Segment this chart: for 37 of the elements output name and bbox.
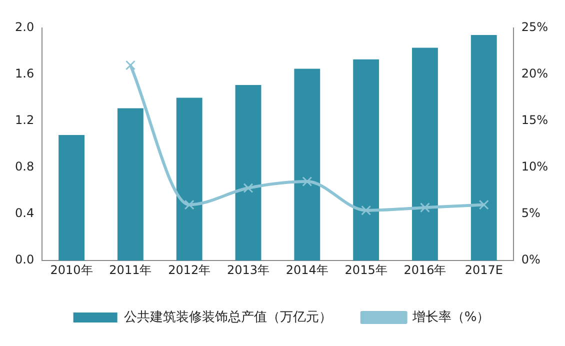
x-tick-label: 2017E: [464, 262, 503, 277]
y2-tick-label: 5%: [521, 206, 540, 220]
y-tick-label: 0.4: [14, 206, 34, 220]
legend-label: 公共建筑装修装饰总产值（万亿元）: [124, 310, 332, 325]
point: [361, 205, 372, 216]
bar: [412, 48, 438, 261]
point: [184, 200, 194, 210]
point: [478, 200, 489, 210]
point: [125, 60, 136, 70]
bar: [176, 98, 202, 261]
point: [243, 183, 254, 194]
point: [420, 202, 430, 213]
bar: [235, 84, 262, 261]
y2-tick-label: 10%: [521, 160, 548, 174]
y-tick-label: 2.0: [14, 20, 34, 34]
x-tick-label: 2010年: [50, 262, 93, 277]
y-tick-label: 1.6: [14, 66, 34, 81]
bar: [353, 59, 380, 261]
y-tick-label: 0.0: [14, 252, 34, 267]
x-tick-label: 2013年: [226, 262, 270, 277]
y-tick-label: 0.8: [14, 160, 34, 174]
x-tick-label: 2011年: [109, 262, 152, 277]
y2-tick-label: 25%: [521, 20, 548, 34]
bar: [470, 34, 497, 261]
bar: [58, 134, 84, 261]
bar: [117, 108, 144, 261]
bar: [294, 68, 320, 261]
x-tick-label: 2012年: [168, 262, 211, 277]
y2-tick-label: 0%: [521, 252, 540, 267]
x-tick-label: 2015年: [344, 262, 388, 277]
x-tick-label: 2016年: [404, 262, 446, 277]
point: [302, 176, 312, 187]
y-tick-label: 1.2: [14, 113, 34, 128]
x-tick-label: 2014年: [286, 262, 328, 277]
y2-tick-label: 20%: [521, 66, 548, 81]
y2-tick-label: 15%: [521, 113, 548, 128]
legend-label: 增长率（%）: [411, 308, 490, 325]
